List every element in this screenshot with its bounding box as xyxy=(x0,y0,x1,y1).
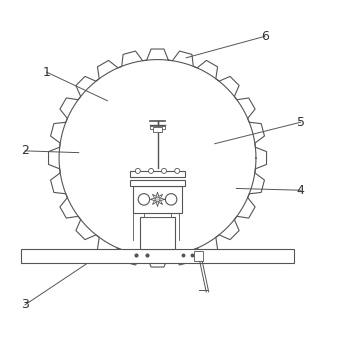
Circle shape xyxy=(138,194,150,205)
Bar xyxy=(130,180,185,186)
Text: 2: 2 xyxy=(21,144,29,157)
Text: 1: 1 xyxy=(43,66,50,79)
Circle shape xyxy=(149,168,154,173)
Text: 3: 3 xyxy=(21,298,29,311)
Bar xyxy=(21,249,294,263)
Bar xyxy=(140,217,175,249)
Text: 4: 4 xyxy=(297,184,305,197)
Bar xyxy=(150,126,165,129)
Bar xyxy=(153,126,162,131)
Circle shape xyxy=(135,168,140,173)
Text: 6: 6 xyxy=(261,30,269,43)
Circle shape xyxy=(175,168,180,173)
Text: 5: 5 xyxy=(297,116,305,129)
Circle shape xyxy=(165,194,177,205)
Bar xyxy=(130,171,185,177)
Bar xyxy=(194,251,203,261)
Circle shape xyxy=(155,197,160,202)
Bar xyxy=(144,213,171,217)
Bar xyxy=(133,186,182,213)
Circle shape xyxy=(161,168,166,173)
